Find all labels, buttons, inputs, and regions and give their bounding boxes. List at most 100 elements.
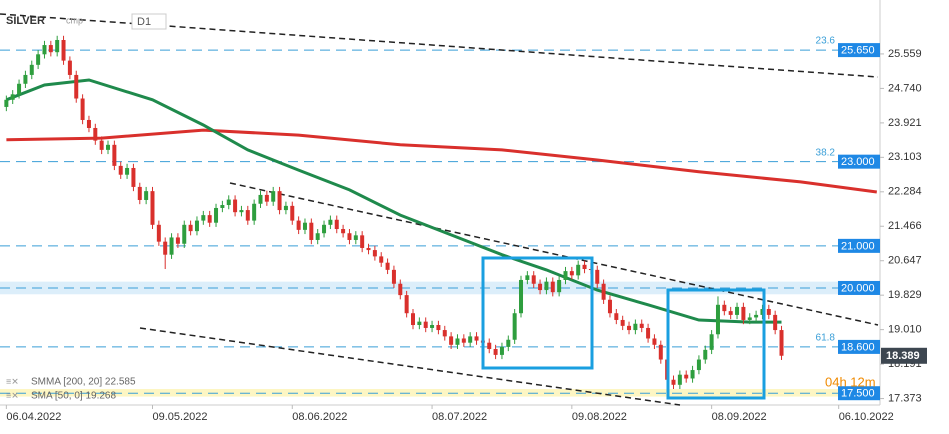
candle-body: [410, 313, 415, 326]
candle-body: [17, 83, 22, 95]
candle-body: [620, 319, 625, 326]
candle-body: [341, 229, 346, 234]
candle-body: [627, 325, 632, 331]
x-tick-label: 06.10.2022: [839, 411, 894, 423]
countdown: 04h 12m: [825, 374, 876, 389]
candle-body: [487, 342, 492, 350]
candle-body: [150, 191, 155, 225]
candle-body: [214, 207, 219, 223]
candle-body: [93, 127, 98, 141]
candle-body: [106, 144, 111, 150]
candle-body: [379, 256, 384, 263]
candle-body: [652, 338, 657, 345]
candle-body: [569, 271, 574, 276]
moving-averages: [5, 78, 877, 324]
candle-body: [747, 317, 752, 320]
candle-body: [715, 304, 720, 335]
candle-body: [372, 250, 377, 257]
trendline: [229, 182, 879, 326]
highlight-box: [666, 288, 766, 400]
candle-body: [468, 336, 473, 343]
candle-body: [48, 45, 53, 53]
level-label-box: [838, 339, 880, 354]
candle-body: [576, 264, 581, 276]
candle-body: [607, 299, 612, 314]
candle-body: [760, 309, 765, 315]
candle-body: [709, 334, 714, 350]
level-label: 17.500: [841, 388, 875, 400]
candle-body: [493, 349, 498, 355]
trendline: [0, 13, 879, 78]
candle-body: [29, 64, 34, 75]
last-price-box: [881, 347, 927, 364]
candle-body: [74, 74, 79, 99]
candle-body: [277, 191, 282, 211]
candle-body: [245, 210, 250, 221]
candle-body: [201, 215, 206, 221]
x-tick-label: 08.07.2022: [432, 411, 487, 423]
trendlines: [0, 13, 879, 406]
candle-body: [385, 262, 390, 270]
candle-body: [703, 349, 708, 360]
x-tick-label: 06.04.2022: [6, 411, 61, 423]
candle-body: [582, 264, 587, 270]
level-label: 20.000: [841, 282, 875, 294]
candle-body: [360, 235, 365, 248]
timeframe[interactable]: D1: [137, 16, 151, 28]
candle-body: [538, 283, 543, 291]
level-label-box: [838, 154, 880, 169]
level-label: 25.650: [841, 45, 875, 57]
candle-body: [67, 60, 72, 75]
highlight-boxes: [481, 256, 766, 400]
header: SILVER cmp D1: [6, 13, 167, 30]
candle-body: [36, 54, 41, 65]
y-tick-label: 19.010: [888, 324, 922, 336]
candle-body: [42, 45, 47, 55]
candle-body: [690, 370, 695, 379]
candle-body: [754, 314, 759, 318]
candle-body: [315, 233, 320, 240]
candle-body: [671, 379, 676, 385]
legend-icon: ≡✕: [6, 390, 19, 400]
trendline: [139, 327, 681, 406]
moving-average: [5, 78, 782, 324]
candle-body: [334, 219, 339, 230]
level-label-box: [838, 43, 880, 58]
legend-entry: SMA [50, 0] 19.268: [31, 391, 116, 402]
candle-body: [595, 269, 600, 284]
candle-body: [112, 144, 117, 166]
candle-body: [283, 205, 288, 211]
fib-label: 38.2: [816, 147, 836, 158]
y-tick-label: 20.647: [888, 255, 922, 267]
candle-body: [430, 325, 435, 328]
fib-label: 61.8: [816, 333, 836, 344]
level-label-box: [838, 280, 880, 295]
candle-body: [423, 321, 428, 328]
legend: ≡✕ SMMA [200, 20] 22.585 ≡✕ SMA [50, 0] 19.…: [6, 376, 136, 401]
candle-body: [220, 205, 225, 208]
candle-body: [290, 205, 295, 221]
candle-body: [137, 186, 142, 200]
level-label-box: [838, 386, 880, 401]
axes: 25.559 24.740 23.921 23.103 22.284 21.466 20.6…: [5, 48, 927, 423]
legend-icon: ≡✕: [6, 376, 19, 386]
candle-body: [563, 271, 568, 280]
candle-body: [461, 338, 466, 343]
candle-body: [271, 191, 276, 202]
candle-body: [550, 281, 555, 293]
y-tick-label: 17.373: [888, 392, 922, 404]
y-tick-label: 22.284: [888, 186, 922, 198]
y-tick-label: 23.103: [888, 151, 922, 163]
timeframe-box[interactable]: [131, 13, 167, 30]
candle-body: [61, 39, 66, 61]
candle-body: [226, 199, 231, 206]
candle-body: [23, 74, 28, 84]
candle-body: [531, 275, 536, 284]
y-tick-label: 19.829: [888, 289, 922, 301]
candle-body: [233, 199, 238, 213]
candle-body: [512, 313, 517, 340]
candle-body: [728, 311, 733, 315]
candle-body: [131, 167, 136, 187]
candle-body: [188, 224, 193, 232]
level-label: 23.000: [841, 156, 875, 168]
